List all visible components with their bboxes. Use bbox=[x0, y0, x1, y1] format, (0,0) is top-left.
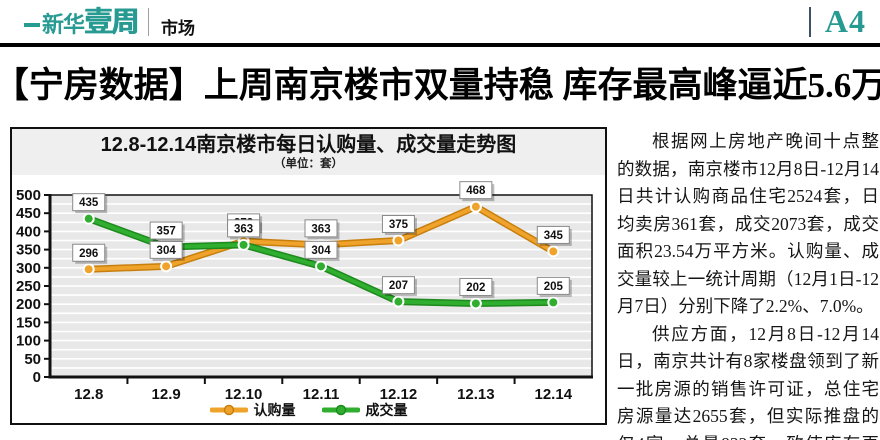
brand-logo: 新华 壹周 bbox=[24, 5, 139, 37]
article-paragraph-2: 供应方面，12月8日-12月14日，南京共计有8家楼盘领到了新一批房源的销售许可… bbox=[617, 323, 879, 440]
svg-text:12.11: 12.11 bbox=[303, 386, 340, 403]
svg-text:468: 468 bbox=[466, 185, 486, 197]
brand-dash-decoration bbox=[24, 22, 40, 27]
svg-text:12.9: 12.9 bbox=[152, 386, 181, 403]
section-label: 市场 bbox=[161, 19, 196, 38]
svg-text:450: 450 bbox=[16, 205, 41, 222]
svg-text:202: 202 bbox=[466, 282, 485, 294]
svg-text:207: 207 bbox=[389, 280, 408, 292]
svg-text:50: 50 bbox=[24, 351, 41, 368]
legend-item-认购量: 认购量 bbox=[209, 400, 296, 420]
svg-text:100: 100 bbox=[16, 333, 41, 350]
svg-text:200: 200 bbox=[16, 296, 41, 313]
chart-legend: 认购量 成交量 bbox=[12, 401, 605, 419]
article-body: 根据网上房地产晚间十点整的数据，南京楼市12月8日-12月14日共计认购商品住宅… bbox=[617, 128, 879, 440]
chart-title: 12.8-12.14南京楼市每日认购量、成交量走势图 bbox=[100, 134, 517, 156]
svg-text:304: 304 bbox=[157, 245, 177, 257]
chart-panel: 12.8-12.14南京楼市每日认购量、成交量走势图 （单位：套） 0 50 100… bbox=[10, 127, 607, 425]
svg-text:12.12: 12.12 bbox=[380, 386, 418, 403]
svg-text:363: 363 bbox=[311, 223, 330, 235]
svg-text:12.14: 12.14 bbox=[535, 386, 573, 403]
svg-text:363: 363 bbox=[234, 223, 253, 235]
article-headline: 【宁房数据】上周南京楼市双量持稳 库存最高峰逼近5.6万 bbox=[0, 65, 880, 105]
legend-label: 认购量 bbox=[253, 402, 296, 418]
masthead: 新华 壹周 市场 A4 bbox=[0, 0, 880, 47]
article-paragraph-1: 根据网上房地产晚间十点整的数据，南京楼市12月8日-12月14日共计认购商品住宅… bbox=[617, 131, 879, 316]
svg-text:12.13: 12.13 bbox=[457, 386, 495, 403]
chart-unit-subtitle: （单位：套） bbox=[274, 158, 343, 170]
svg-text:435: 435 bbox=[79, 197, 99, 209]
svg-text:0: 0 bbox=[33, 369, 41, 386]
brand-name-part1: 新华 bbox=[42, 11, 85, 37]
chart-title-band: 12.8-12.14南京楼市每日认购量、成交量走势图 （单位：套） bbox=[12, 129, 605, 175]
svg-text:300: 300 bbox=[16, 260, 41, 277]
svg-text:357: 357 bbox=[157, 226, 176, 238]
svg-text:345: 345 bbox=[544, 230, 564, 242]
page-number-divider bbox=[808, 6, 811, 37]
legend-label: 成交量 bbox=[365, 402, 408, 418]
page-number: A4 bbox=[824, 3, 866, 39]
svg-text:12.10: 12.10 bbox=[225, 386, 263, 403]
svg-text:500: 500 bbox=[16, 187, 41, 204]
legend-marker-icon bbox=[321, 404, 360, 416]
svg-text:400: 400 bbox=[16, 223, 41, 240]
masthead-right: A4 bbox=[808, 3, 866, 40]
svg-text:375: 375 bbox=[389, 219, 409, 231]
masthead-divider bbox=[148, 7, 150, 36]
svg-text:12.8: 12.8 bbox=[74, 386, 103, 403]
svg-text:350: 350 bbox=[16, 242, 41, 259]
svg-text:250: 250 bbox=[16, 278, 41, 295]
svg-text:296: 296 bbox=[79, 248, 98, 260]
legend-marker-icon bbox=[209, 404, 248, 416]
svg-text:205: 205 bbox=[544, 281, 564, 293]
svg-text:150: 150 bbox=[16, 314, 41, 331]
svg-text:304: 304 bbox=[311, 245, 331, 257]
legend-item-成交量: 成交量 bbox=[321, 400, 408, 420]
brand-name-part2: 壹周 bbox=[84, 5, 139, 37]
